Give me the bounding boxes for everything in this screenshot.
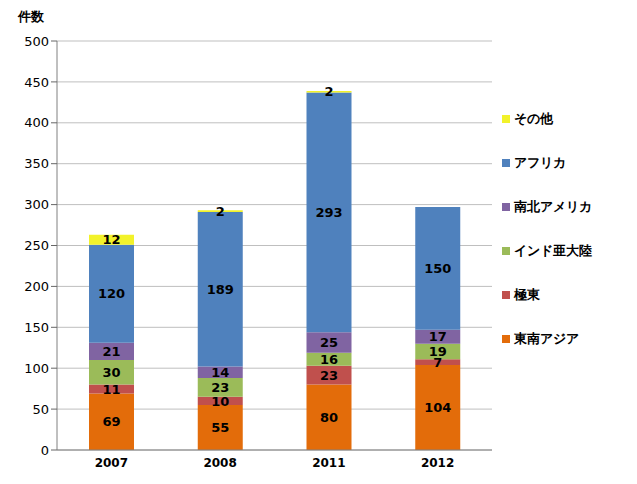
svg-text:12: 12 <box>102 232 120 247</box>
svg-text:189: 189 <box>207 282 234 297</box>
html-text:インド亜大陸: インド亜大陸 <box>514 243 592 258</box>
svg-text:19: 19 <box>429 344 447 359</box>
svg-text:300: 300 <box>24 197 49 212</box>
svg-text:25: 25 <box>320 335 338 350</box>
svg-text:150: 150 <box>24 320 49 335</box>
html-text:東南アジア: 東南アジア <box>514 331 579 346</box>
svg-text:400: 400 <box>24 115 49 130</box>
svg-text:55: 55 <box>211 420 229 435</box>
svg-text:2008: 2008 <box>203 456 236 470</box>
svg-text:2: 2 <box>324 84 333 99</box>
svg-text:293: 293 <box>315 205 342 220</box>
svg-text:150: 150 <box>424 261 451 276</box>
svg-text:11: 11 <box>102 382 120 397</box>
svg-text:0: 0 <box>41 443 49 458</box>
svg-text:17: 17 <box>429 329 447 344</box>
svg-text:250: 250 <box>24 238 49 253</box>
svg-text:30: 30 <box>102 365 120 380</box>
svg-text:2012: 2012 <box>421 456 454 470</box>
svg-text:21: 21 <box>102 344 120 359</box>
svg-text:100: 100 <box>24 361 49 376</box>
svg-text:104: 104 <box>424 400 451 415</box>
svg-text:80: 80 <box>320 410 338 425</box>
html-text:極東: 極東 <box>514 287 540 302</box>
html-text:アフリカ: アフリカ <box>514 155 566 170</box>
svg-text:23: 23 <box>211 380 229 395</box>
svg-text:69: 69 <box>102 414 120 429</box>
svg-text:450: 450 <box>24 75 49 90</box>
svg-text:500: 500 <box>24 34 49 49</box>
svg-text:50: 50 <box>32 402 49 417</box>
svg-text:120: 120 <box>98 286 125 301</box>
svg-text:10: 10 <box>211 394 229 409</box>
svg-text:16: 16 <box>320 352 338 367</box>
svg-text:2: 2 <box>216 204 225 219</box>
svg-text:2007: 2007 <box>95 456 128 470</box>
svg-text:350: 350 <box>24 156 49 171</box>
svg-text:200: 200 <box>24 279 49 294</box>
svg-text:23: 23 <box>320 368 338 383</box>
html-text:件数: 件数 <box>18 9 44 24</box>
html-text:南北アメリカ: 南北アメリカ <box>514 199 592 214</box>
svg-text:2011: 2011 <box>312 456 345 470</box>
html-text:その他: その他 <box>514 111 553 126</box>
svg-text:14: 14 <box>211 365 229 380</box>
svg-text:7: 7 <box>433 354 443 370</box>
